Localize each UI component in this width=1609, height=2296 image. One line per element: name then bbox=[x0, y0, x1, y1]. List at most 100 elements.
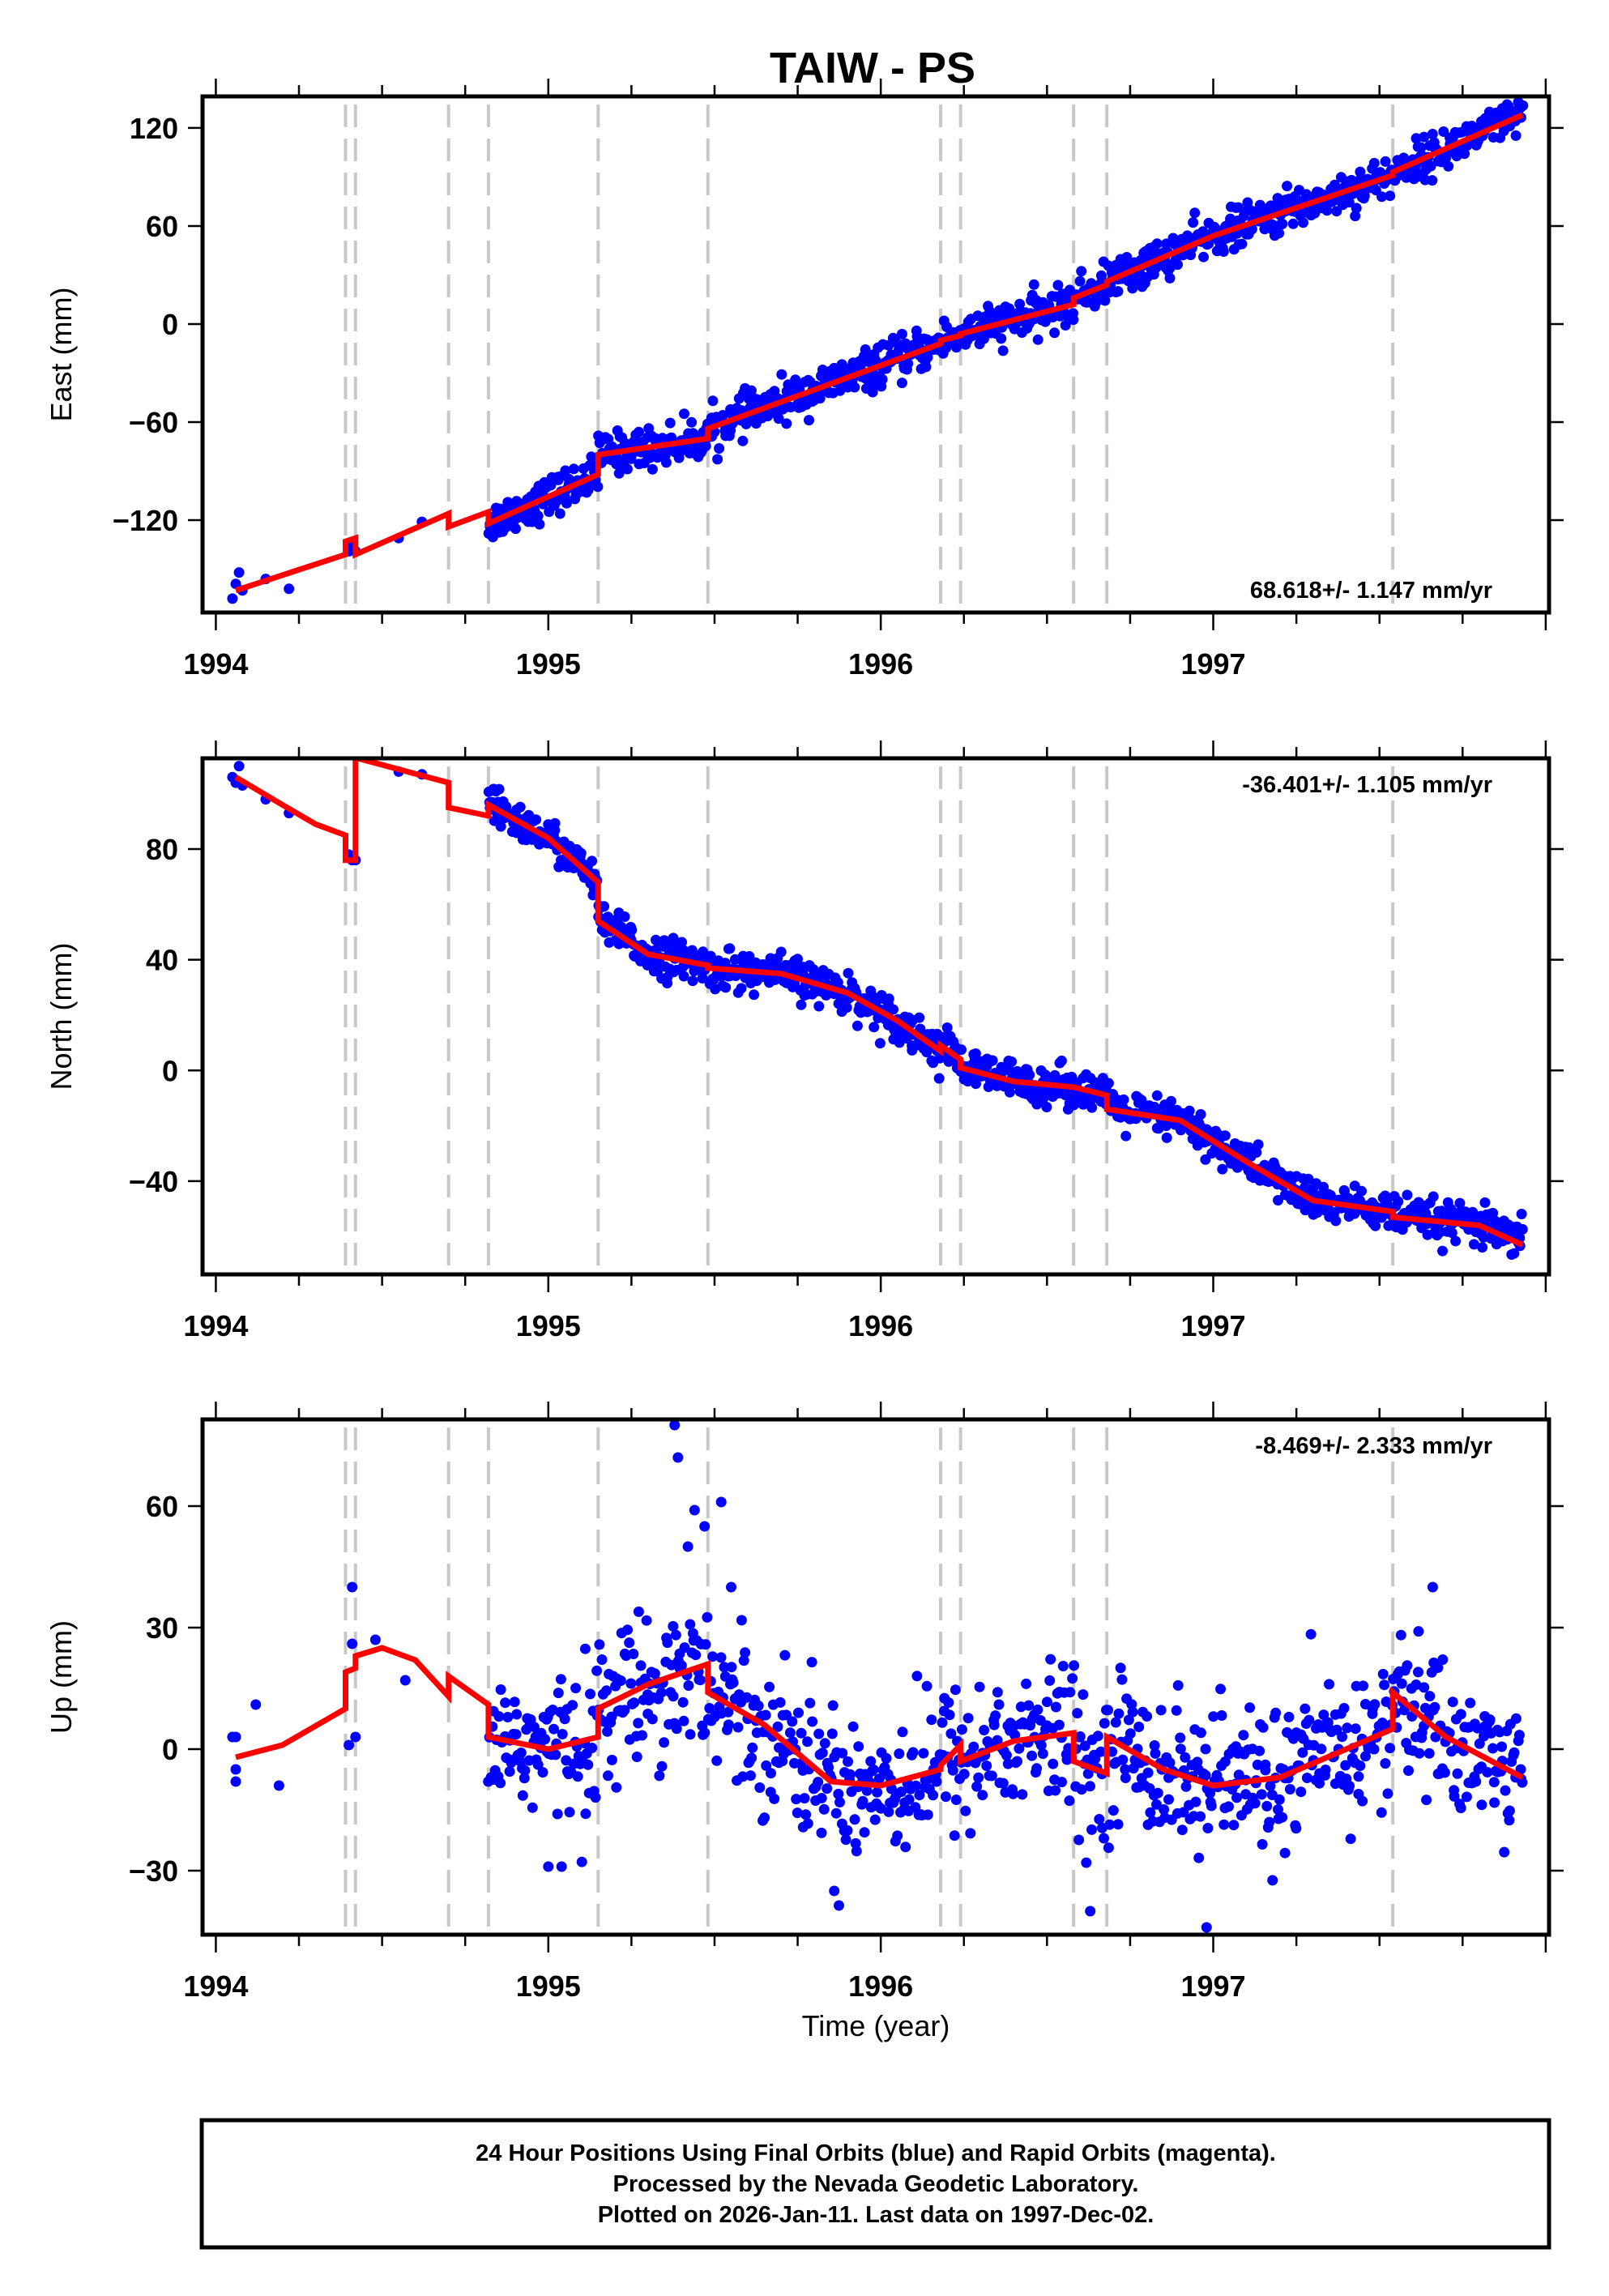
data-point bbox=[1085, 1781, 1095, 1792]
data-point bbox=[656, 1760, 668, 1772]
data-point bbox=[1421, 1795, 1432, 1806]
data-point bbox=[907, 1747, 919, 1758]
data-point bbox=[1151, 1799, 1162, 1810]
data-point bbox=[1385, 1743, 1396, 1754]
data-point bbox=[1350, 1723, 1361, 1735]
data-point bbox=[1476, 1799, 1487, 1811]
data-point bbox=[1254, 1745, 1265, 1756]
data-point bbox=[1273, 1804, 1283, 1815]
data-point bbox=[817, 1748, 828, 1759]
data-point bbox=[514, 801, 526, 813]
data-point bbox=[1340, 1760, 1351, 1771]
data-point bbox=[1208, 1711, 1219, 1722]
data-point bbox=[553, 1688, 564, 1699]
data-point bbox=[1509, 1248, 1520, 1259]
x-tick-label: 1996 bbox=[848, 1309, 913, 1342]
data-point bbox=[699, 1727, 711, 1739]
data-point bbox=[1277, 218, 1288, 229]
data-point bbox=[960, 1805, 971, 1816]
data-point bbox=[997, 345, 1009, 356]
data-point bbox=[1094, 1814, 1105, 1824]
data-point bbox=[1159, 1804, 1170, 1815]
data-point bbox=[591, 1665, 603, 1676]
data-point bbox=[865, 1756, 877, 1767]
data-point bbox=[956, 1724, 967, 1735]
data-point bbox=[570, 1683, 582, 1694]
x-tick-label: 1994 bbox=[183, 1970, 248, 2003]
data-point bbox=[793, 1707, 804, 1718]
data-point bbox=[1067, 1673, 1078, 1684]
data-point bbox=[1413, 1626, 1424, 1637]
data-point bbox=[649, 1668, 660, 1679]
data-point bbox=[519, 1765, 531, 1776]
data-point bbox=[580, 1808, 591, 1820]
data-point bbox=[550, 1749, 561, 1760]
data-point bbox=[583, 1759, 594, 1770]
data-point bbox=[615, 1675, 626, 1686]
data-point bbox=[1175, 1732, 1186, 1743]
data-point bbox=[1376, 191, 1387, 203]
data-point bbox=[679, 1642, 690, 1654]
data-point bbox=[1052, 280, 1064, 291]
data-point bbox=[1353, 1771, 1364, 1782]
data-point bbox=[1427, 1581, 1438, 1593]
data-point bbox=[1343, 197, 1355, 208]
data-point bbox=[1446, 1227, 1457, 1239]
data-point bbox=[940, 1791, 951, 1803]
data-point bbox=[685, 1729, 696, 1740]
data-point bbox=[1155, 1705, 1167, 1716]
data-point bbox=[816, 1793, 827, 1803]
data-point bbox=[1074, 1731, 1086, 1742]
data-point bbox=[1219, 1130, 1231, 1142]
data-point bbox=[1099, 295, 1111, 306]
data-point bbox=[877, 373, 888, 385]
data-point bbox=[719, 1662, 730, 1673]
data-point bbox=[728, 1677, 739, 1688]
data-point bbox=[579, 1643, 591, 1654]
data-point bbox=[686, 416, 698, 428]
data-point bbox=[1455, 1803, 1466, 1814]
data-point bbox=[773, 413, 784, 425]
data-point bbox=[659, 1737, 670, 1748]
data-point bbox=[510, 523, 521, 535]
data-point bbox=[1090, 297, 1102, 308]
data-point bbox=[1359, 190, 1370, 202]
data-point bbox=[1303, 1173, 1314, 1184]
data-point bbox=[1257, 1839, 1268, 1850]
data-point bbox=[1006, 1056, 1018, 1067]
data-point bbox=[888, 1004, 898, 1015]
data-point bbox=[1151, 1090, 1163, 1101]
data-point bbox=[677, 1696, 689, 1708]
data-point bbox=[802, 1818, 813, 1829]
data-point bbox=[841, 1002, 852, 1014]
y-tick-label: −60 bbox=[129, 406, 178, 439]
data-point bbox=[950, 1795, 962, 1805]
data-point bbox=[690, 1649, 702, 1661]
data-point bbox=[230, 578, 241, 590]
data-point bbox=[1200, 1769, 1211, 1781]
data-point bbox=[664, 417, 676, 429]
data-point bbox=[1414, 1748, 1425, 1759]
data-point bbox=[1108, 1805, 1119, 1816]
data-point bbox=[918, 1748, 929, 1759]
data-point bbox=[883, 993, 894, 1005]
data-point bbox=[641, 1615, 652, 1626]
data-point bbox=[1116, 1674, 1128, 1685]
data-point bbox=[1425, 160, 1436, 172]
data-point bbox=[1103, 1078, 1114, 1089]
data-point bbox=[1142, 1711, 1153, 1722]
up-panel: 1994 1995 1996 1997 60 30 0 −30 Up (mm) -8.469+/-… bbox=[45, 1402, 1564, 2003]
data-point bbox=[702, 1611, 713, 1623]
data-point bbox=[1370, 1220, 1381, 1231]
data-point bbox=[1251, 1147, 1262, 1158]
data-point bbox=[1329, 1778, 1341, 1790]
data-point bbox=[1427, 129, 1438, 139]
x-tick-label: 1997 bbox=[1180, 647, 1245, 681]
data-point bbox=[678, 1715, 689, 1726]
data-point bbox=[947, 1765, 958, 1776]
data-point bbox=[1215, 1684, 1226, 1695]
y-tick-label: 30 bbox=[146, 1611, 178, 1645]
data-point bbox=[1060, 320, 1071, 331]
y-tick-label: 0 bbox=[162, 1733, 178, 1766]
data-point bbox=[1427, 175, 1438, 186]
